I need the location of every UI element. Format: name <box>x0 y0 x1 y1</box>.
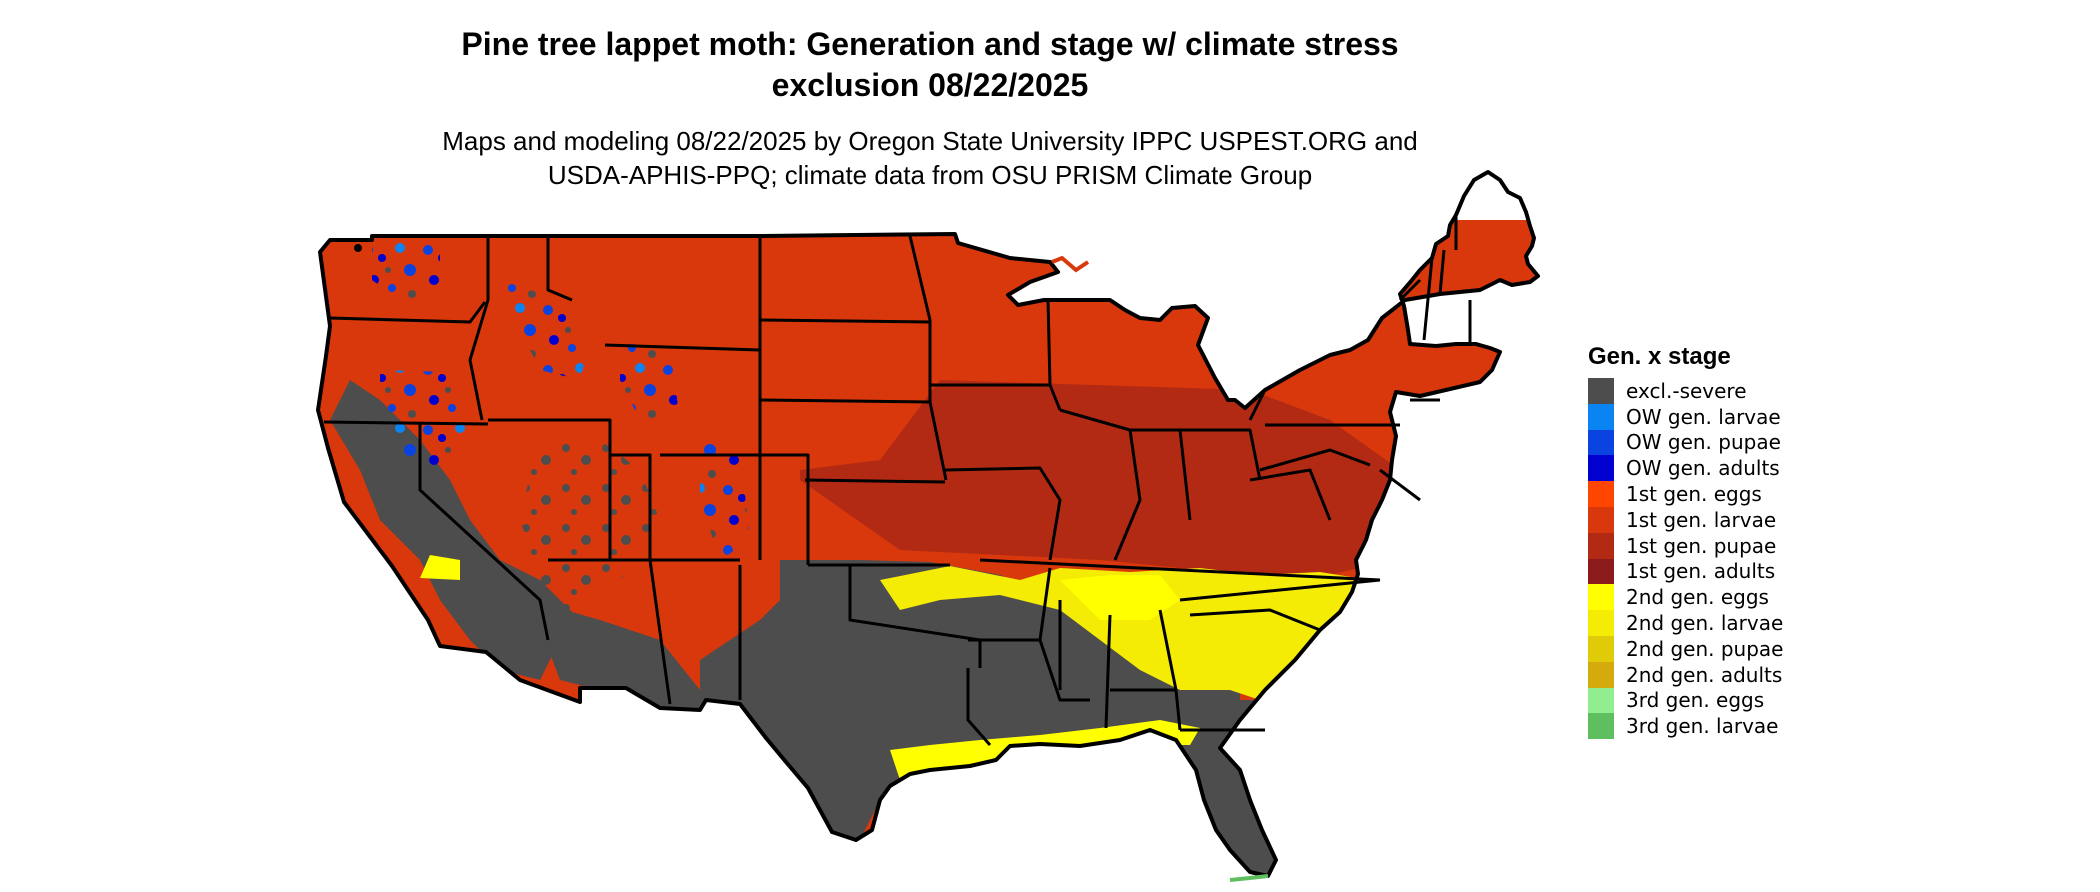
region-isle-royale <box>1051 255 1090 273</box>
legend-swatch <box>1588 584 1614 611</box>
region-cascades-ow <box>372 240 440 300</box>
legend-swatch <box>1588 661 1614 688</box>
region-idaho-ow <box>500 280 590 380</box>
legend-item: excl.-severe <box>1588 378 1783 404</box>
state-boundaries <box>316 170 1540 878</box>
legend-label: 2nd gen. adults <box>1626 662 1783 687</box>
region-sierra-ow-adults <box>380 370 470 480</box>
region-south-excl <box>700 560 1240 840</box>
legend-items: excl.-severe OW gen. larvae OW gen. pupae O… <box>1588 378 1784 740</box>
legend-item: 3rd gen. eggs <box>1588 687 1783 714</box>
legend-item: OW gen. adults <box>1588 455 1783 482</box>
legend-item: OW gen. pupae <box>1588 429 1783 456</box>
legend-swatch <box>1588 532 1614 559</box>
region-great-basin-excl-speckle <box>520 430 660 620</box>
legend-swatch <box>1588 429 1614 456</box>
legend-swatch <box>1588 687 1614 714</box>
legend-item: 1st gen. larvae <box>1588 506 1783 533</box>
region-colorado-ow <box>700 440 750 560</box>
legend-swatch <box>1588 506 1614 533</box>
region-arizona-excl <box>530 600 740 710</box>
legend-label: excl.-severe <box>1626 378 1747 403</box>
legend-swatch <box>1588 455 1614 482</box>
legend-label: 3rd gen. eggs <box>1626 688 1765 713</box>
legend-label: OW gen. larvae <box>1626 404 1781 429</box>
legend-swatch <box>1588 635 1614 662</box>
map-title-line-2: exclusion 08/22/2025 <box>771 67 1089 103</box>
legend-item: 1st gen. eggs <box>1588 481 1783 507</box>
legend-swatch <box>1588 378 1614 404</box>
map-title-line-1: Pine tree lappet moth: Generation and st… <box>461 26 1399 62</box>
legend-label: 1st gen. larvae <box>1626 507 1777 532</box>
legend-item: 1st gen. adults <box>1588 558 1783 585</box>
legend-label: 2nd gen. larvae <box>1626 611 1784 636</box>
region-puget-islands <box>354 244 362 252</box>
legend-item: 2nd gen. eggs <box>1588 584 1783 611</box>
legend-item: 2nd gen. adults <box>1588 661 1783 688</box>
legend-item: 2nd gen. pupae <box>1588 635 1784 662</box>
region-second-gen-larvae <box>880 566 1380 700</box>
legend-label: 2nd gen. eggs <box>1626 585 1769 610</box>
legend-swatch <box>1588 558 1614 585</box>
region-florida-keys-third-gen <box>1229 874 1269 882</box>
legend-title: Gen. x stage <box>1588 343 1731 370</box>
legend-label: 2nd gen. pupae <box>1626 636 1784 661</box>
map-subtitle-line-2: USDA-APHIS-PPQ; climate data from OSU PR… <box>547 160 1313 190</box>
region-wyoming-ow <box>620 340 680 420</box>
legend-item: 1st gen. pupae <box>1588 532 1783 559</box>
legend-label: 1st gen. eggs <box>1626 482 1762 507</box>
legend-item: OW gen. larvae <box>1588 403 1783 430</box>
legend-label: 3rd gen. larvae <box>1626 714 1779 739</box>
legend-swatch <box>1588 481 1614 507</box>
legend-label: 1st gen. adults <box>1626 559 1776 584</box>
legend-item: 3rd gen. larvae <box>1588 713 1783 740</box>
region-california-excl <box>330 380 580 680</box>
legend-label: 1st gen. pupae <box>1626 533 1777 558</box>
legend-item: 2nd gen. larvae <box>1588 610 1783 636</box>
legend-swatch <box>1588 403 1614 430</box>
legend-swatch <box>1588 713 1614 740</box>
map-subtitle: Maps and modeling 08/22/2025 by Oregon S… <box>340 124 1520 192</box>
legend-swatch <box>1588 610 1614 636</box>
legend-label: OW gen. adults <box>1626 456 1780 481</box>
region-second-gen-eggs <box>1060 575 1180 620</box>
region-socal-eggs <box>420 555 460 580</box>
legend: Gen. x stage excl.-severe OW gen. larvae O… <box>1588 342 1784 740</box>
legend-label: OW gen. pupae <box>1626 430 1781 455</box>
map-subtitle-line-1: Maps and modeling 08/22/2025 by Oregon S… <box>442 126 1418 156</box>
map-title: Pine tree lappet moth: Generation and st… <box>340 24 1520 106</box>
